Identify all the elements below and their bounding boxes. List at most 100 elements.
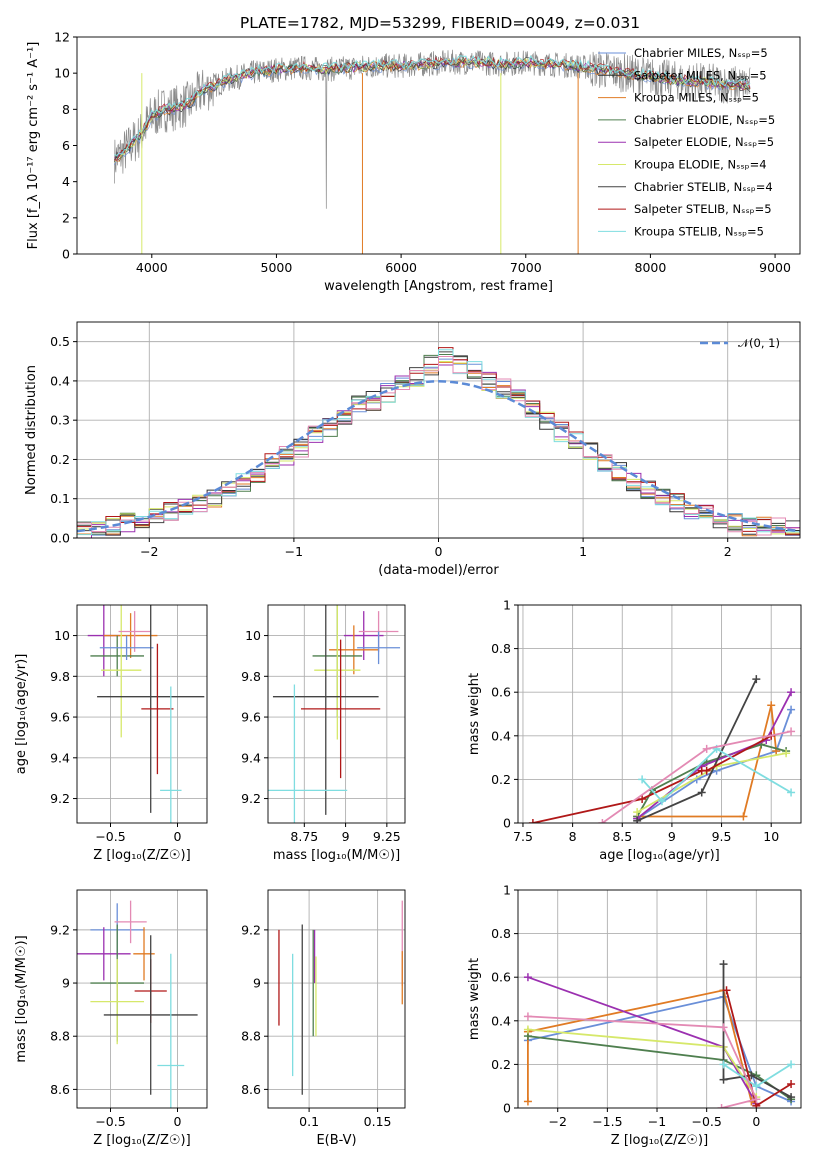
y-tick-label: 0 — [503, 1101, 511, 1116]
x-tick-label: 10 — [763, 829, 779, 844]
y-tick-label: 0.4 — [491, 1013, 511, 1028]
errorbar-point — [90, 635, 145, 677]
panel-spectrum: 4000 5000 6000 7000 8000 9000 0 2 4 6 8 10 12 wavelen… — [26, 30, 801, 294]
y-tick-label: 10 — [54, 66, 70, 81]
errorbar-point — [77, 927, 131, 981]
x-tick-label: 0.1 — [299, 1114, 319, 1129]
weight-line — [725, 990, 792, 1108]
observed-spectrum-line — [114, 49, 751, 209]
y-tick-label: 0.8 — [491, 641, 511, 656]
plot-area-age_vs_mass — [268, 605, 401, 823]
y-tick-label: 9.2 — [50, 922, 70, 937]
y-tick-label: 9 — [62, 976, 70, 991]
y-axis-label: mass weight — [467, 958, 482, 1040]
legend-label: Kroupa ELODIE, Nₛₛₚ=4 — [634, 158, 767, 172]
errorbar-point — [329, 625, 379, 675]
errorbar-point — [103, 935, 198, 1095]
weight-line — [527, 1015, 758, 1108]
weight-marker — [767, 701, 776, 710]
x-tick-label: −2 — [140, 544, 158, 559]
errorbar-point — [101, 605, 142, 738]
x-tick-label: 0 — [174, 1114, 182, 1129]
y-tick-label: 0.2 — [491, 1057, 511, 1072]
panel-age_vs_Z: −0.5 0 9.2 9.4 9.6 9.8 10 Z [log₁₀(Z/Z☉)] age [l… — [14, 604, 208, 863]
errorbar-point — [114, 900, 147, 944]
y-tick-label: 9.2 — [241, 922, 261, 937]
weight-marker — [657, 797, 666, 806]
figure-title: PLATE=1782, MJD=53299, FIBERID=0049, z=0… — [240, 14, 640, 32]
errorbar-point — [90, 959, 145, 1045]
x-tick-label: −1 — [285, 544, 303, 559]
legend-gaussian-label: 𝒩(0, 1) — [738, 336, 780, 350]
panel-mass_vs_Z: −0.5 0 8.6 8.8 9 9.2 Z [log₁₀(Z/Z☉)] mass [log₁… — [14, 889, 208, 1148]
y-tick-label: 0.5 — [50, 334, 70, 349]
y-tick-label: 12 — [54, 30, 70, 45]
legend-label: Salpeter STELIB, Nₛₛₚ=5 — [634, 202, 772, 216]
x-tick-label: −2 — [549, 1114, 567, 1129]
x-axis-label: mass [log₁₀(M/M☉)] — [273, 848, 400, 863]
weight-marker — [717, 1104, 726, 1108]
weight-marker — [633, 808, 642, 817]
errorbar-point — [272, 605, 379, 815]
x-tick-label: 1 — [579, 544, 587, 559]
y-tick-label: 0 — [62, 247, 70, 262]
x-tick-label: 5000 — [261, 260, 293, 275]
plot-area-weight_vs_age — [528, 675, 796, 823]
x-tick-label: −1 — [648, 1114, 666, 1129]
errorbar-point — [99, 635, 154, 661]
legend-label: Salpeter MILES, Nₛₛₚ=5 — [634, 68, 767, 82]
y-tick-label: 4 — [62, 174, 70, 189]
legend-label: Chabrier MILES, Nₛₛₚ=5 — [634, 46, 768, 60]
legend-spectrum: Chabrier MILES, Nₛₛₚ=5 Salpeter MILES, Nₛ… — [598, 46, 775, 238]
y-tick-label: 0.4 — [491, 728, 511, 743]
weight-marker — [702, 744, 711, 753]
weight-marker — [752, 1082, 761, 1091]
x-tick-label: −0.5 — [95, 829, 125, 844]
x-tick-label: 7000 — [510, 260, 542, 275]
weight-marker — [638, 775, 647, 784]
x-axis-label: wavelength [Angstrom, rest frame] — [324, 279, 553, 294]
y-axis-label: Flux [f_λ 10⁻¹⁷ erg cm⁻² s⁻¹ A⁻¹] — [26, 42, 41, 250]
errorbar-point — [133, 927, 155, 981]
weight-line — [636, 709, 792, 820]
x-tick-label: 8000 — [635, 260, 667, 275]
weight-line — [637, 705, 778, 818]
x-axis-label: Z [log₁₀(Z/Z☉)] — [93, 848, 190, 863]
x-tick-label: 0.15 — [364, 1114, 392, 1129]
plot-area-age_vs_Z — [87, 605, 205, 823]
y-tick-label: 9.2 — [241, 791, 261, 806]
x-tick-label: 2 — [724, 544, 732, 559]
weight-marker — [787, 1093, 796, 1102]
legend-label: Kroupa STELIB, Nₛₛₚ=5 — [634, 224, 764, 238]
weight-marker — [638, 795, 647, 804]
weight-marker — [633, 816, 642, 823]
y-tick-label: 8.8 — [241, 1029, 261, 1044]
weight-marker — [787, 1080, 796, 1089]
x-tick-label: 7.5 — [513, 829, 533, 844]
x-tick-label: 0 — [752, 1114, 760, 1129]
model-line — [114, 54, 751, 157]
weight-marker — [598, 819, 607, 823]
x-tick-label: −0.5 — [691, 1114, 721, 1129]
weight-marker — [697, 788, 706, 797]
y-tick-label: 1 — [503, 883, 511, 898]
y-axis-label: mass [log₁₀(M/M☉)] — [14, 935, 29, 1062]
errorbar-point — [357, 631, 401, 665]
weight-marker — [722, 986, 731, 995]
x-tick-label: 9 — [668, 829, 676, 844]
y-tick-label: 0.8 — [491, 926, 511, 941]
y-tick-label: 0.0 — [50, 531, 70, 546]
plot-area-mass_vs_Z — [77, 900, 198, 1108]
x-axis-label: age [log₁₀(age/yr)] — [599, 848, 720, 863]
errorbar-point — [141, 643, 174, 775]
weight-marker — [719, 1075, 728, 1084]
x-tick-label: 9.5 — [712, 829, 732, 844]
plot-area-weight_vs_Z — [523, 960, 796, 1108]
y-axis-label: mass weight — [467, 673, 482, 755]
weight-marker — [702, 766, 711, 775]
weight-marker — [752, 1095, 761, 1104]
errorbar-point — [157, 953, 185, 1108]
x-tick-label: 6000 — [385, 260, 417, 275]
weight-marker — [528, 819, 537, 823]
x-tick-label: 8.5 — [612, 829, 632, 844]
